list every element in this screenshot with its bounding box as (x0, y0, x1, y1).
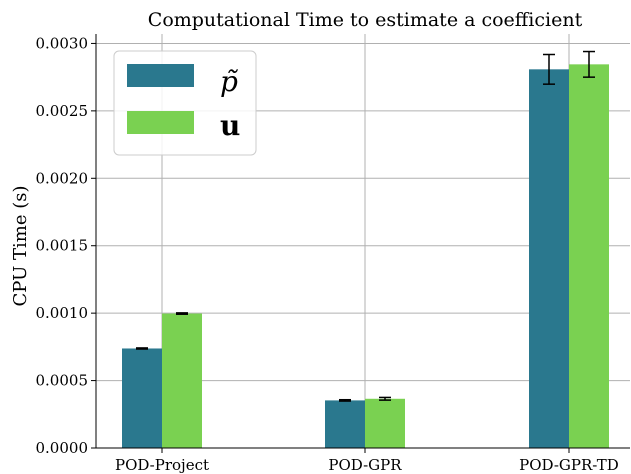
bar (162, 313, 202, 448)
y-tick-label: 0.0010 (36, 304, 89, 322)
y-tick-label: 0.0025 (36, 102, 89, 120)
x-tick-label: POD-GPR (328, 456, 402, 474)
bar (325, 400, 365, 448)
y-ticks: 0.0000 0.0005 0.0010 0.0015 0.0020 0.0025 0.00… (36, 34, 96, 457)
legend: p̃ u (113, 50, 257, 156)
bar (569, 64, 609, 449)
y-axis-title: CPU Time (s) (10, 186, 31, 307)
axes (95, 34, 630, 449)
chart-title: Computational Time to estimate a coeffic… (148, 9, 583, 31)
legend-swatch-p (127, 64, 194, 87)
error-bars (136, 50, 595, 402)
legend-label-p: p̃ (220, 65, 239, 98)
bar (122, 348, 162, 448)
bars (122, 64, 609, 449)
legend-label-u: u (220, 109, 240, 142)
y-tick-label: 0.0005 (36, 372, 89, 390)
bar (365, 398, 405, 448)
bar (529, 69, 569, 448)
y-tick-label: 0.0020 (36, 169, 89, 187)
x-tick-label: POD-GPR-TD (519, 456, 619, 474)
y-tick-label: 0.0000 (36, 439, 89, 457)
y-tick-label: 0.0030 (36, 34, 89, 52)
x-tick-label: POD-Project (115, 456, 209, 474)
y-tick-label: 0.0015 (36, 237, 89, 255)
x-ticks: POD-Project POD-GPR POD-GPR-TD (115, 448, 619, 474)
legend-swatch-u (127, 111, 194, 134)
